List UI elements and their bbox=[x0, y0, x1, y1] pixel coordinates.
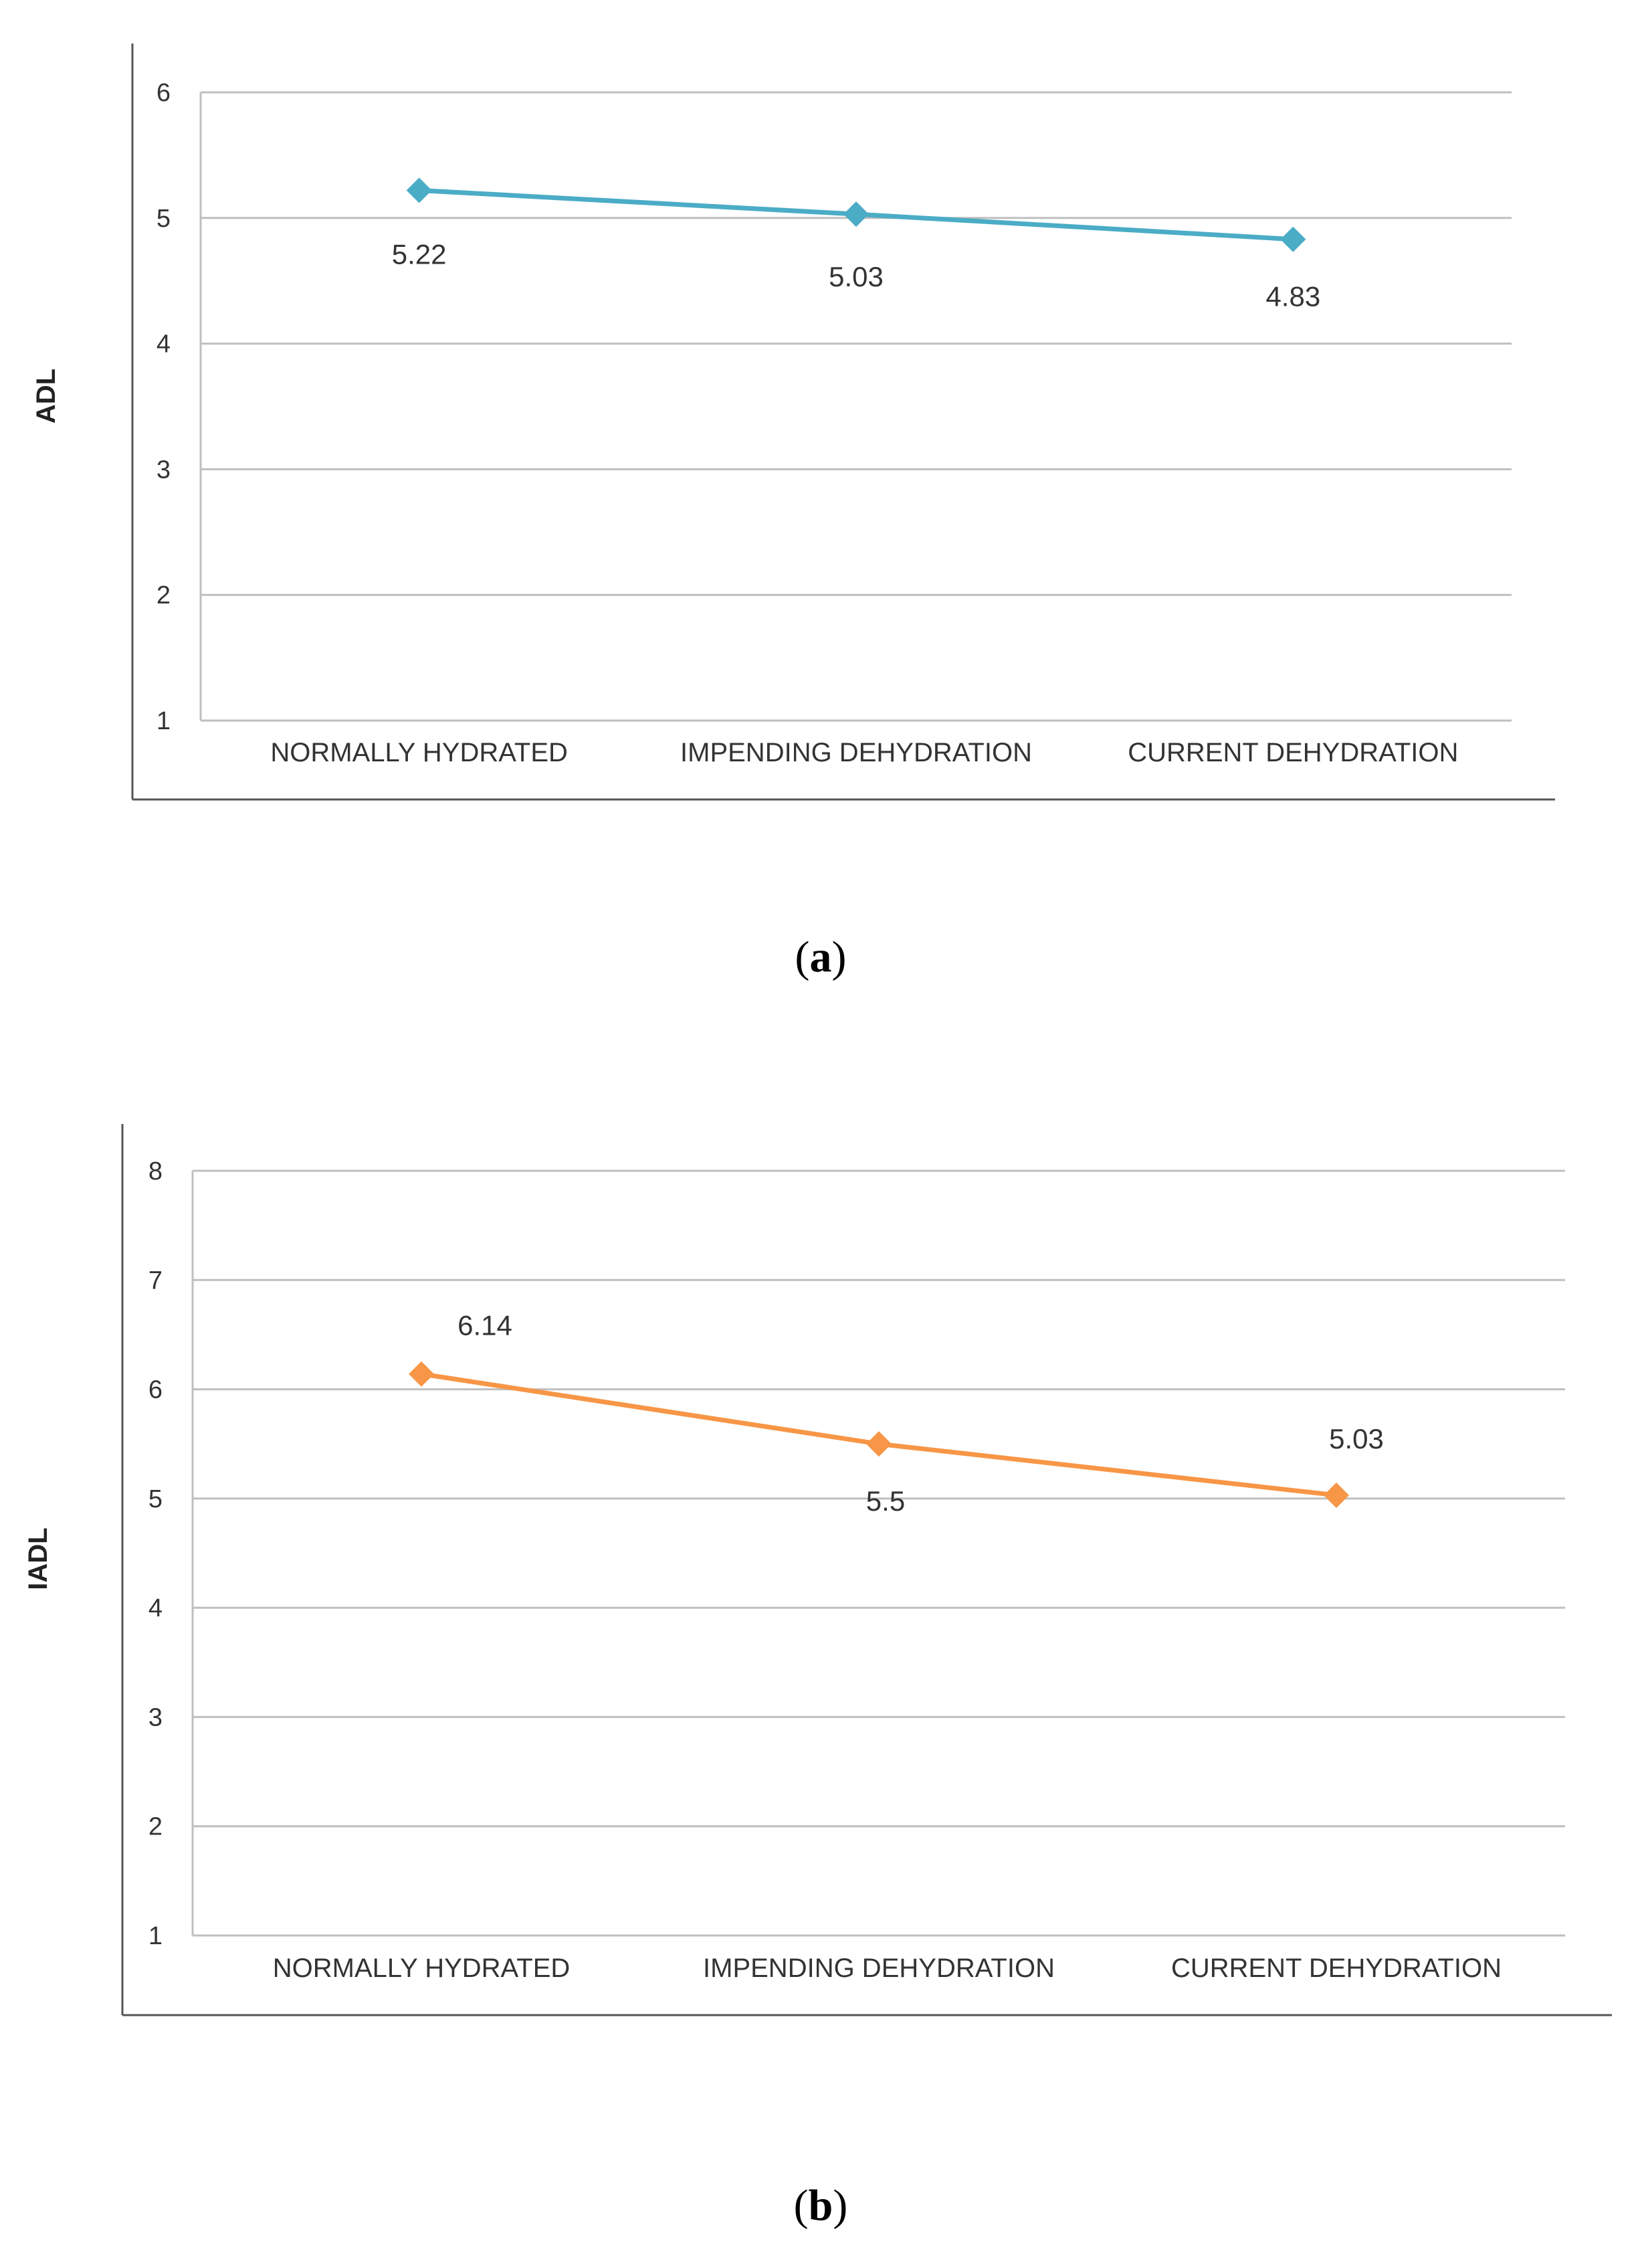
chart2-ylabel: IADL bbox=[23, 1527, 53, 1590]
chart1-panel-caption: (a) bbox=[795, 933, 847, 981]
chart2-xtick-0: NORMALLY HYDRATED bbox=[273, 1954, 571, 1983]
chart1-xtick-2: CURRENT DEHYDRATION bbox=[1128, 738, 1458, 767]
chart2-ytick-2: 2 bbox=[148, 1813, 163, 1841]
chart2-ytick-5: 5 bbox=[148, 1485, 163, 1513]
chart1-point-1 bbox=[843, 201, 869, 227]
chart1-data-label-2: 4.83 bbox=[1265, 281, 1320, 312]
chart2-data-label-0: 6.14 bbox=[457, 1310, 512, 1341]
chart2-data-label-1: 5.5 bbox=[866, 1485, 905, 1517]
chart1-ytick-1: 1 bbox=[157, 707, 171, 735]
chart1-xtick-0: NORMALLY HYDRATED bbox=[270, 738, 568, 767]
chart1-point-2 bbox=[1280, 226, 1306, 252]
chart1-xtick-1: IMPENDING DEHYDRATION bbox=[680, 738, 1032, 767]
chart2-point-2 bbox=[1324, 1482, 1349, 1508]
chart1-data-label-1: 5.03 bbox=[829, 261, 884, 292]
chart2-data-label-2: 5.03 bbox=[1329, 1423, 1384, 1454]
chart1-ytick-6: 6 bbox=[157, 79, 171, 107]
chart2-panel-letter: b bbox=[809, 2181, 833, 2230]
chart2-xtick-1: IMPENDING DEHYDRATION bbox=[703, 1954, 1055, 1983]
chart2-ytick-7: 7 bbox=[148, 1266, 163, 1295]
chart1-ytick-3: 3 bbox=[157, 456, 171, 484]
chart2-ytick-1: 1 bbox=[148, 1922, 163, 1950]
chart2-point-0 bbox=[409, 1361, 434, 1387]
chart2-panel-caption: (b) bbox=[794, 2181, 848, 2230]
chart2-xtick-2: CURRENT DEHYDRATION bbox=[1171, 1954, 1502, 1983]
chart2-ytick-8: 8 bbox=[148, 1157, 163, 1186]
chart2-ytick-4: 4 bbox=[148, 1594, 163, 1622]
chart2-point-1 bbox=[866, 1431, 892, 1457]
chart1-panel-letter: a bbox=[810, 933, 832, 981]
chart1-ytick-4: 4 bbox=[157, 330, 171, 359]
chart1-ytick-5: 5 bbox=[157, 205, 171, 233]
chart1-ylabel: ADL bbox=[31, 369, 61, 423]
chart1-ytick-2: 2 bbox=[157, 581, 171, 609]
chart2-ytick-3: 3 bbox=[148, 1703, 163, 1731]
chart1-data-label-0: 5.22 bbox=[392, 238, 447, 270]
chart2-ytick-6: 6 bbox=[148, 1376, 163, 1404]
chart1-point-0 bbox=[406, 177, 432, 203]
